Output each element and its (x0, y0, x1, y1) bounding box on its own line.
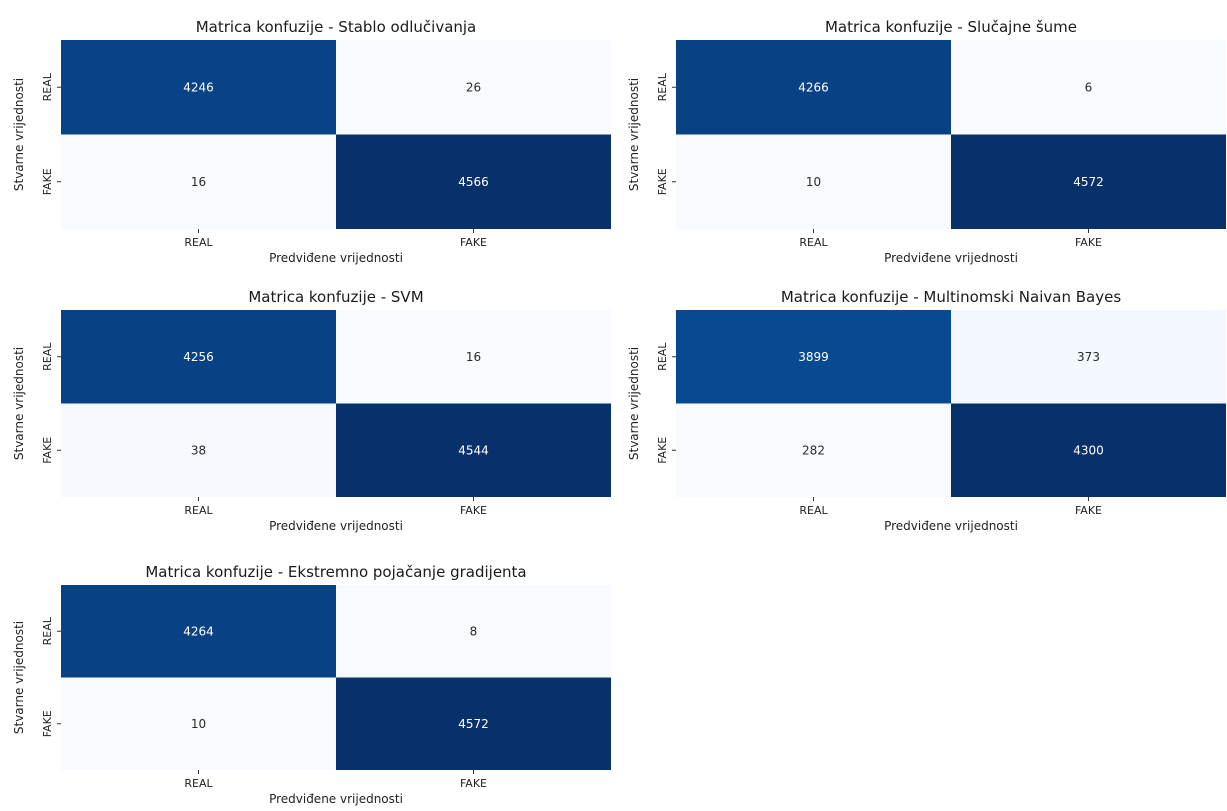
heatmap-cell (951, 134, 1226, 229)
heatmap-cell (336, 585, 611, 678)
heatmap-cell (61, 40, 336, 135)
heatmap-cell (676, 134, 951, 229)
y-tick-label: REAL (656, 72, 669, 101)
heatmap-cell (676, 403, 951, 497)
y-axis-label: Stvarne vrijednosti (12, 78, 26, 191)
confusion-matrix-panel-5: Matrica konfuzije - Ekstremno pojačanje … (12, 563, 611, 806)
y-axis-label: Stvarne vrijednosti (627, 78, 641, 191)
heatmap-cell (336, 134, 611, 229)
panel-title: Matrica konfuzije - SVM (248, 288, 423, 306)
cell-value-label: 4266 (798, 80, 829, 94)
x-axis-label: Predviđene vrijednosti (269, 251, 403, 265)
cell-value-label: 373 (1077, 350, 1100, 364)
cell-value-label: 38 (191, 443, 206, 457)
x-tick-label: FAKE (1075, 236, 1102, 249)
cell-value-label: 6 (1085, 80, 1093, 94)
cell-value-label: 4246 (183, 80, 214, 94)
cell-value-label: 4566 (458, 175, 489, 189)
x-tick-label: FAKE (460, 236, 487, 249)
panel-title: Matrica konfuzije - Slučajne šume (825, 18, 1077, 36)
y-tick-label: FAKE (656, 168, 669, 195)
heatmap-cell (336, 40, 611, 135)
x-tick-label: FAKE (1075, 504, 1102, 517)
heatmap-cell (336, 310, 611, 404)
x-tick-label: FAKE (460, 504, 487, 517)
panel-title: Matrica konfuzije - Ekstremno pojačanje … (145, 563, 526, 581)
cell-value-label: 8 (470, 624, 478, 638)
heatmap-cell (951, 40, 1226, 135)
y-axis-label: Stvarne vrijednosti (627, 347, 641, 460)
heatmap-cell (336, 403, 611, 497)
cell-value-label: 4572 (1073, 175, 1104, 189)
cell-value-label: 282 (802, 443, 825, 457)
cell-value-label: 16 (191, 175, 206, 189)
cell-value-label: 4572 (458, 717, 489, 731)
y-tick-label: FAKE (41, 437, 54, 464)
heatmap-cell (61, 677, 336, 770)
x-tick-label: REAL (799, 236, 828, 249)
cell-value-label: 4300 (1073, 443, 1104, 457)
x-axis-label: Predviđene vrijednosti (884, 519, 1018, 533)
x-axis-label: Predviđene vrijednosti (269, 792, 403, 806)
heatmap-cell (61, 134, 336, 229)
cell-value-label: 4264 (183, 624, 214, 638)
x-axis-label: Predviđene vrijednosti (884, 251, 1018, 265)
x-axis-label: Predviđene vrijednosti (269, 519, 403, 533)
x-tick-label: FAKE (460, 777, 487, 790)
y-tick-label: REAL (41, 342, 54, 371)
y-axis-label: Stvarne vrijednosti (12, 621, 26, 734)
heatmap-cell (676, 40, 951, 135)
confusion-matrix-panel-4: Matrica konfuzije - Multinomski Naivan B… (627, 288, 1226, 533)
y-tick-label: FAKE (41, 168, 54, 195)
y-tick-label: REAL (41, 616, 54, 645)
heatmap-cell (951, 310, 1226, 404)
cell-value-label: 3899 (798, 350, 829, 364)
y-axis-label: Stvarne vrijednosti (12, 347, 26, 460)
heatmap-cell (61, 310, 336, 404)
confusion-matrix-panel-3: Matrica konfuzije - SVM 4256 16 38 4544 REAL F… (12, 288, 611, 533)
heatmap-cell (951, 403, 1226, 497)
y-tick-label: REAL (656, 342, 669, 371)
cell-value-label: 4256 (183, 350, 214, 364)
y-tick-label: FAKE (41, 710, 54, 737)
cell-value-label: 4544 (458, 443, 489, 457)
confusion-matrix-panel-1: Matrica konfuzije - Stablo odlučivanja 42… (12, 18, 611, 265)
heatmap-cell (676, 310, 951, 404)
x-tick-label: REAL (799, 504, 828, 517)
heatmap-cell (336, 677, 611, 770)
cell-value-label: 10 (806, 175, 821, 189)
y-tick-label: FAKE (656, 437, 669, 464)
x-tick-label: REAL (184, 504, 213, 517)
panel-title: Matrica konfuzije - Multinomski Naivan B… (781, 288, 1121, 306)
cell-value-label: 10 (191, 717, 206, 731)
x-tick-label: REAL (184, 236, 213, 249)
cell-value-label: 16 (466, 350, 481, 364)
x-tick-label: REAL (184, 777, 213, 790)
confusion-matrix-panel-2: Matrica konfuzije - Slučajne šume 4266 6 10… (627, 18, 1226, 265)
panel-title: Matrica konfuzije - Stablo odlučivanja (196, 18, 477, 36)
cell-value-label: 26 (466, 80, 481, 94)
heatmap-cell (61, 585, 336, 678)
heatmap-cell (61, 403, 336, 497)
y-tick-label: REAL (41, 72, 54, 101)
